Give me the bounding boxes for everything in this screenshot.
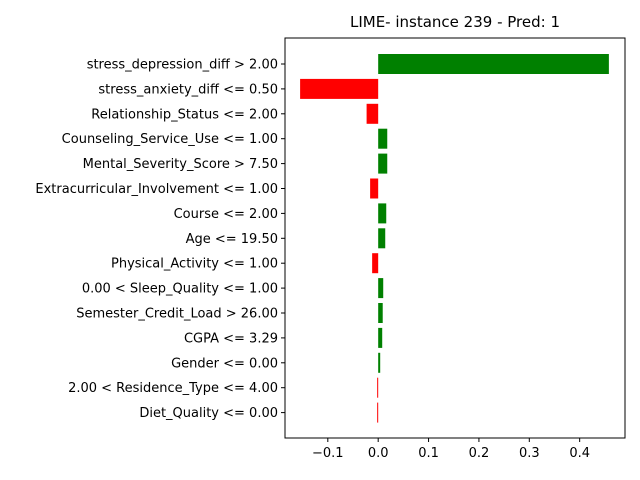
- bar-3: [378, 128, 388, 149]
- y-tick-label: stress_depression_diff > 2.00: [87, 58, 278, 73]
- y-tick-label: Diet_Quality <= 0.00: [139, 406, 278, 421]
- bars-group: [300, 54, 609, 423]
- bar-4: [378, 153, 388, 174]
- bar-7: [378, 228, 386, 249]
- x-tick-label: 0.3: [519, 446, 540, 461]
- x-tick-label: 0.1: [418, 446, 439, 461]
- bar-2: [366, 103, 379, 124]
- y-tick-label: Gender <= 0.00: [171, 356, 278, 371]
- y-tick-label: Age <= 19.50: [186, 232, 278, 247]
- y-tick-label: Semester_Credit_Load > 26.00: [76, 307, 278, 322]
- x-tick-label: 0.2: [469, 446, 490, 461]
- bar-1: [300, 78, 379, 99]
- y-tick-label: stress_anxiety_diff <= 0.50: [98, 82, 278, 97]
- x-tick-label: 0.4: [569, 446, 590, 461]
- bar-13: [377, 377, 379, 398]
- x-tick-label: −0.1: [312, 446, 344, 461]
- bar-10: [378, 303, 383, 323]
- bar-5: [370, 178, 379, 199]
- bar-11: [378, 327, 383, 348]
- y-tick-label: Relationship_Status <= 2.00: [91, 107, 278, 122]
- bar-12: [378, 352, 381, 373]
- y-tick-label: Extracurricular_Involvement <= 1.00: [35, 182, 278, 197]
- y-tick-label: 0.00 < Sleep_Quality <= 1.00: [82, 282, 278, 297]
- chart-title: LIME- instance 239 - Pred: 1: [350, 13, 560, 31]
- bar-8: [372, 253, 379, 274]
- plot-frame: [284, 37, 626, 439]
- y-tick-label: Course <= 2.00: [174, 207, 278, 222]
- y-tick-label: Physical_Activity <= 1.00: [111, 257, 278, 272]
- y-tick-label: CGPA <= 3.29: [184, 331, 278, 346]
- y-tick-label: 2.00 < Residence_Type <= 4.00: [68, 381, 278, 396]
- x-tick-label: 0.0: [368, 446, 389, 461]
- y-tick-label: Counseling_Service_Use <= 1.00: [62, 132, 278, 147]
- bar-9: [378, 278, 384, 299]
- x-axis-ticks: −0.1 0.0 0.1 0.2 0.3 0.4: [312, 438, 590, 461]
- bar-14: [377, 402, 379, 423]
- y-axis-ticks: stress_depression_diff > 2.00 stress_anxi…: [35, 58, 285, 421]
- y-tick-label: Mental_Severity_Score > 7.50: [83, 157, 278, 172]
- bar-6: [378, 203, 387, 224]
- bar-0: [378, 54, 609, 74]
